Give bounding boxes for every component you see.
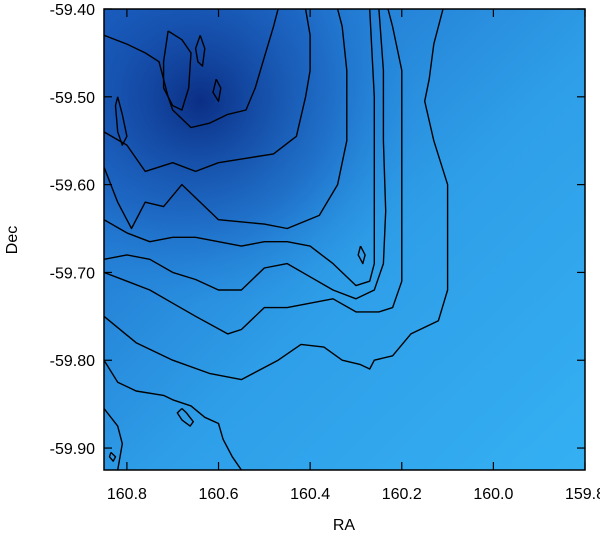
contour-line-8 — [104, 9, 348, 230]
y-tick-label-1: -59.40 — [50, 2, 95, 19]
contour-line-12 — [114, 96, 128, 146]
y-axis-label: Dec — [4, 226, 21, 254]
plot-frame — [103, 8, 586, 471]
y-tick-label-6: -59.90 — [50, 441, 95, 458]
x-axis: 160.8 160.6 160.4 160.2 160.0 159.8 — [107, 9, 600, 503]
contour-line-6 — [104, 9, 387, 300]
contour-line-10 — [104, 9, 311, 173]
contour-line-14 — [194, 35, 206, 67]
contour-lines — [104, 9, 449, 470]
contour-line-13 — [162, 30, 192, 111]
heatmap-image — [104, 9, 585, 470]
contour-line-7 — [104, 9, 375, 287]
contour-line-4 — [104, 9, 449, 381]
contour-line-11 — [104, 9, 279, 129]
contour-line-3 — [176, 407, 195, 427]
x-axis-label: RA — [333, 517, 356, 534]
x-tick-label-1: 160.8 — [107, 486, 147, 503]
y-axis: -59.40 -59.50 -59.60 -59.70 -59.80 -59.90 — [50, 2, 585, 458]
y-tick-label-4: -59.70 — [50, 265, 95, 282]
x-tick-label-4: 160.2 — [382, 486, 422, 503]
y-tick-label-5: -59.80 — [50, 353, 95, 370]
x-tick-label-6: 159.8 — [565, 486, 600, 503]
heatmap-dense-region — [104, 9, 585, 470]
y-tick-label-2: -59.50 — [50, 90, 95, 107]
x-tick-label-3: 160.4 — [290, 486, 330, 503]
y-tick-label-3: -59.60 — [50, 178, 95, 195]
contour-line-15 — [212, 78, 222, 102]
contour-line-1 — [104, 408, 124, 470]
contour-line-16 — [108, 451, 117, 462]
x-tick-label-5: 160.0 — [473, 486, 513, 503]
contour-line-9 — [357, 245, 366, 265]
contour-line-2 — [104, 359, 242, 470]
x-tick-label-2: 160.6 — [199, 486, 239, 503]
contour-line-5 — [104, 9, 403, 335]
